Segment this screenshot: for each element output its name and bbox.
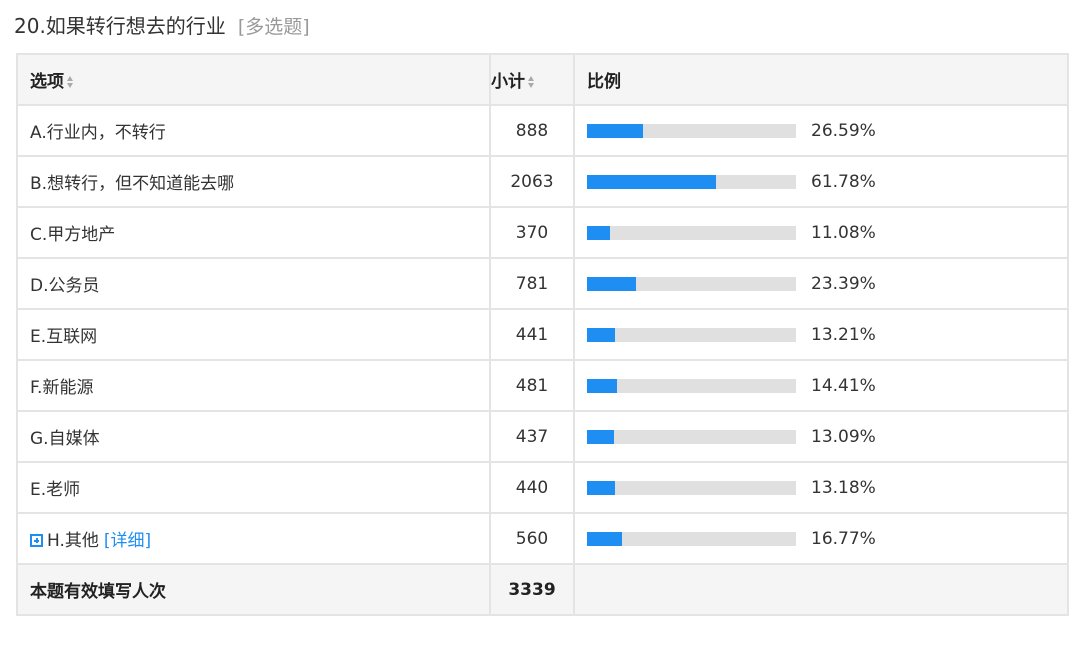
percentage-bar-fill	[587, 429, 615, 444]
count-cell: 560	[489, 512, 575, 565]
option-cell: B.想转行，但不知道能去哪	[16, 155, 491, 208]
percentage-text: 16.77%	[811, 528, 876, 549]
percentage-bar-fill	[587, 174, 717, 189]
percentage-bar-fill	[587, 531, 623, 546]
table-row: B.想转行，但不知道能去哪 2063 61.78%	[16, 155, 1069, 208]
table-header-row: 选项 小计 比例	[16, 53, 1069, 106]
percentage-bar-fill	[587, 123, 643, 138]
ratio-cell: 16.77%	[573, 512, 1069, 565]
percentage-bar	[587, 174, 796, 189]
percentage-text: 26.59%	[811, 120, 876, 141]
percentage-bar	[587, 276, 796, 291]
table-row: F.新能源 481 14.41%	[16, 359, 1069, 412]
header-option-label: 选项	[30, 72, 64, 92]
detail-link[interactable]: [详细]	[103, 531, 152, 551]
ratio-cell: 13.18%	[573, 461, 1069, 514]
table-body: A.行业内，不转行 888 26.59% B.想转行，但不知道能去哪 2063 61.78…	[16, 104, 1069, 565]
ratio-cell: 13.09%	[573, 410, 1069, 463]
header-ratio: 比例	[573, 53, 1069, 106]
percentage-bar	[587, 123, 796, 138]
count-cell: 370	[489, 206, 575, 259]
option-cell: F.新能源	[16, 359, 491, 412]
percentage-bar-fill	[587, 276, 636, 291]
percentage-text: 11.08%	[811, 222, 876, 243]
percentage-bar-fill	[587, 225, 611, 240]
footer-empty-cell	[573, 563, 1069, 616]
ratio-cell: 13.21%	[573, 308, 1069, 361]
ratio-cell: 23.39%	[573, 257, 1069, 310]
count-cell: 481	[489, 359, 575, 412]
option-label: E.互联网	[30, 327, 98, 347]
option-cell: C.甲方地产	[16, 206, 491, 259]
header-ratio-label: 比例	[587, 72, 621, 92]
count-cell: 437	[489, 410, 575, 463]
percentage-bar	[587, 378, 796, 393]
table-row: H.其他 [详细] 560 16.77%	[16, 512, 1069, 565]
option-cell: G.自媒体	[16, 410, 491, 463]
option-label: G.自媒体	[30, 429, 100, 449]
percentage-text: 13.18%	[811, 477, 876, 498]
percentage-text: 23.39%	[811, 273, 876, 294]
header-count[interactable]: 小计	[489, 53, 575, 106]
option-cell: A.行业内，不转行	[16, 104, 491, 157]
option-label: F.新能源	[30, 378, 94, 398]
percentage-bar	[587, 480, 796, 495]
option-label: H.其他	[47, 531, 99, 551]
sort-icon[interactable]	[528, 76, 535, 88]
table-row: C.甲方地产 370 11.08%	[16, 206, 1069, 259]
ratio-cell: 26.59%	[573, 104, 1069, 157]
ratio-cell: 14.41%	[573, 359, 1069, 412]
count-cell: 781	[489, 257, 575, 310]
table-row: A.行业内，不转行 888 26.59%	[16, 104, 1069, 157]
percentage-text: 61.78%	[811, 171, 876, 192]
question-type-label: [多选题]	[237, 16, 310, 38]
result-table: 选项 小计 比例 A.行业内，不转行 888 26.59% B.想转行，但不知道能去哪…	[16, 53, 1069, 616]
option-cell: D.公务员	[16, 257, 491, 310]
percentage-bar-fill	[587, 480, 615, 495]
option-label: B.想转行，但不知道能去哪	[30, 174, 235, 194]
header-option[interactable]: 选项	[16, 53, 491, 106]
percentage-bar	[587, 531, 796, 546]
ratio-cell: 61.78%	[573, 155, 1069, 208]
question-title: 20.如果转行想去的行业 [多选题]	[14, 10, 310, 39]
percentage-text: 13.21%	[811, 324, 876, 345]
question-title-text: 20.如果转行想去的行业	[14, 14, 226, 38]
footer-label: 本题有效填写人次	[16, 563, 491, 616]
sort-icon[interactable]	[67, 76, 74, 88]
option-cell: E.老师	[16, 461, 491, 514]
table-row: D.公务员 781 23.39%	[16, 257, 1069, 310]
option-cell: E.互联网	[16, 308, 491, 361]
percentage-text: 14.41%	[811, 375, 876, 396]
table-footer-row: 本题有效填写人次 3339	[16, 563, 1069, 616]
count-cell: 888	[489, 104, 575, 157]
percentage-bar-fill	[587, 378, 618, 393]
percentage-bar	[587, 429, 796, 444]
table-row: G.自媒体 437 13.09%	[16, 410, 1069, 463]
count-cell: 2063	[489, 155, 575, 208]
option-label: A.行业内，不转行	[30, 123, 166, 143]
ratio-cell: 11.08%	[573, 206, 1069, 259]
footer-count: 3339	[489, 563, 575, 616]
percentage-text: 13.09%	[811, 426, 876, 447]
percentage-bar	[587, 225, 796, 240]
expand-plus-icon[interactable]	[30, 534, 43, 547]
table-row: E.互联网 441 13.21%	[16, 308, 1069, 361]
percentage-bar-fill	[587, 327, 615, 342]
header-count-label: 小计	[491, 72, 525, 92]
option-label: D.公务员	[30, 276, 100, 296]
count-cell: 441	[489, 308, 575, 361]
percentage-bar	[587, 327, 796, 342]
option-label: E.老师	[30, 480, 81, 500]
count-cell: 440	[489, 461, 575, 514]
option-label: C.甲方地产	[30, 225, 116, 245]
option-cell: H.其他 [详细]	[16, 512, 491, 565]
table-row: E.老师 440 13.18%	[16, 461, 1069, 514]
